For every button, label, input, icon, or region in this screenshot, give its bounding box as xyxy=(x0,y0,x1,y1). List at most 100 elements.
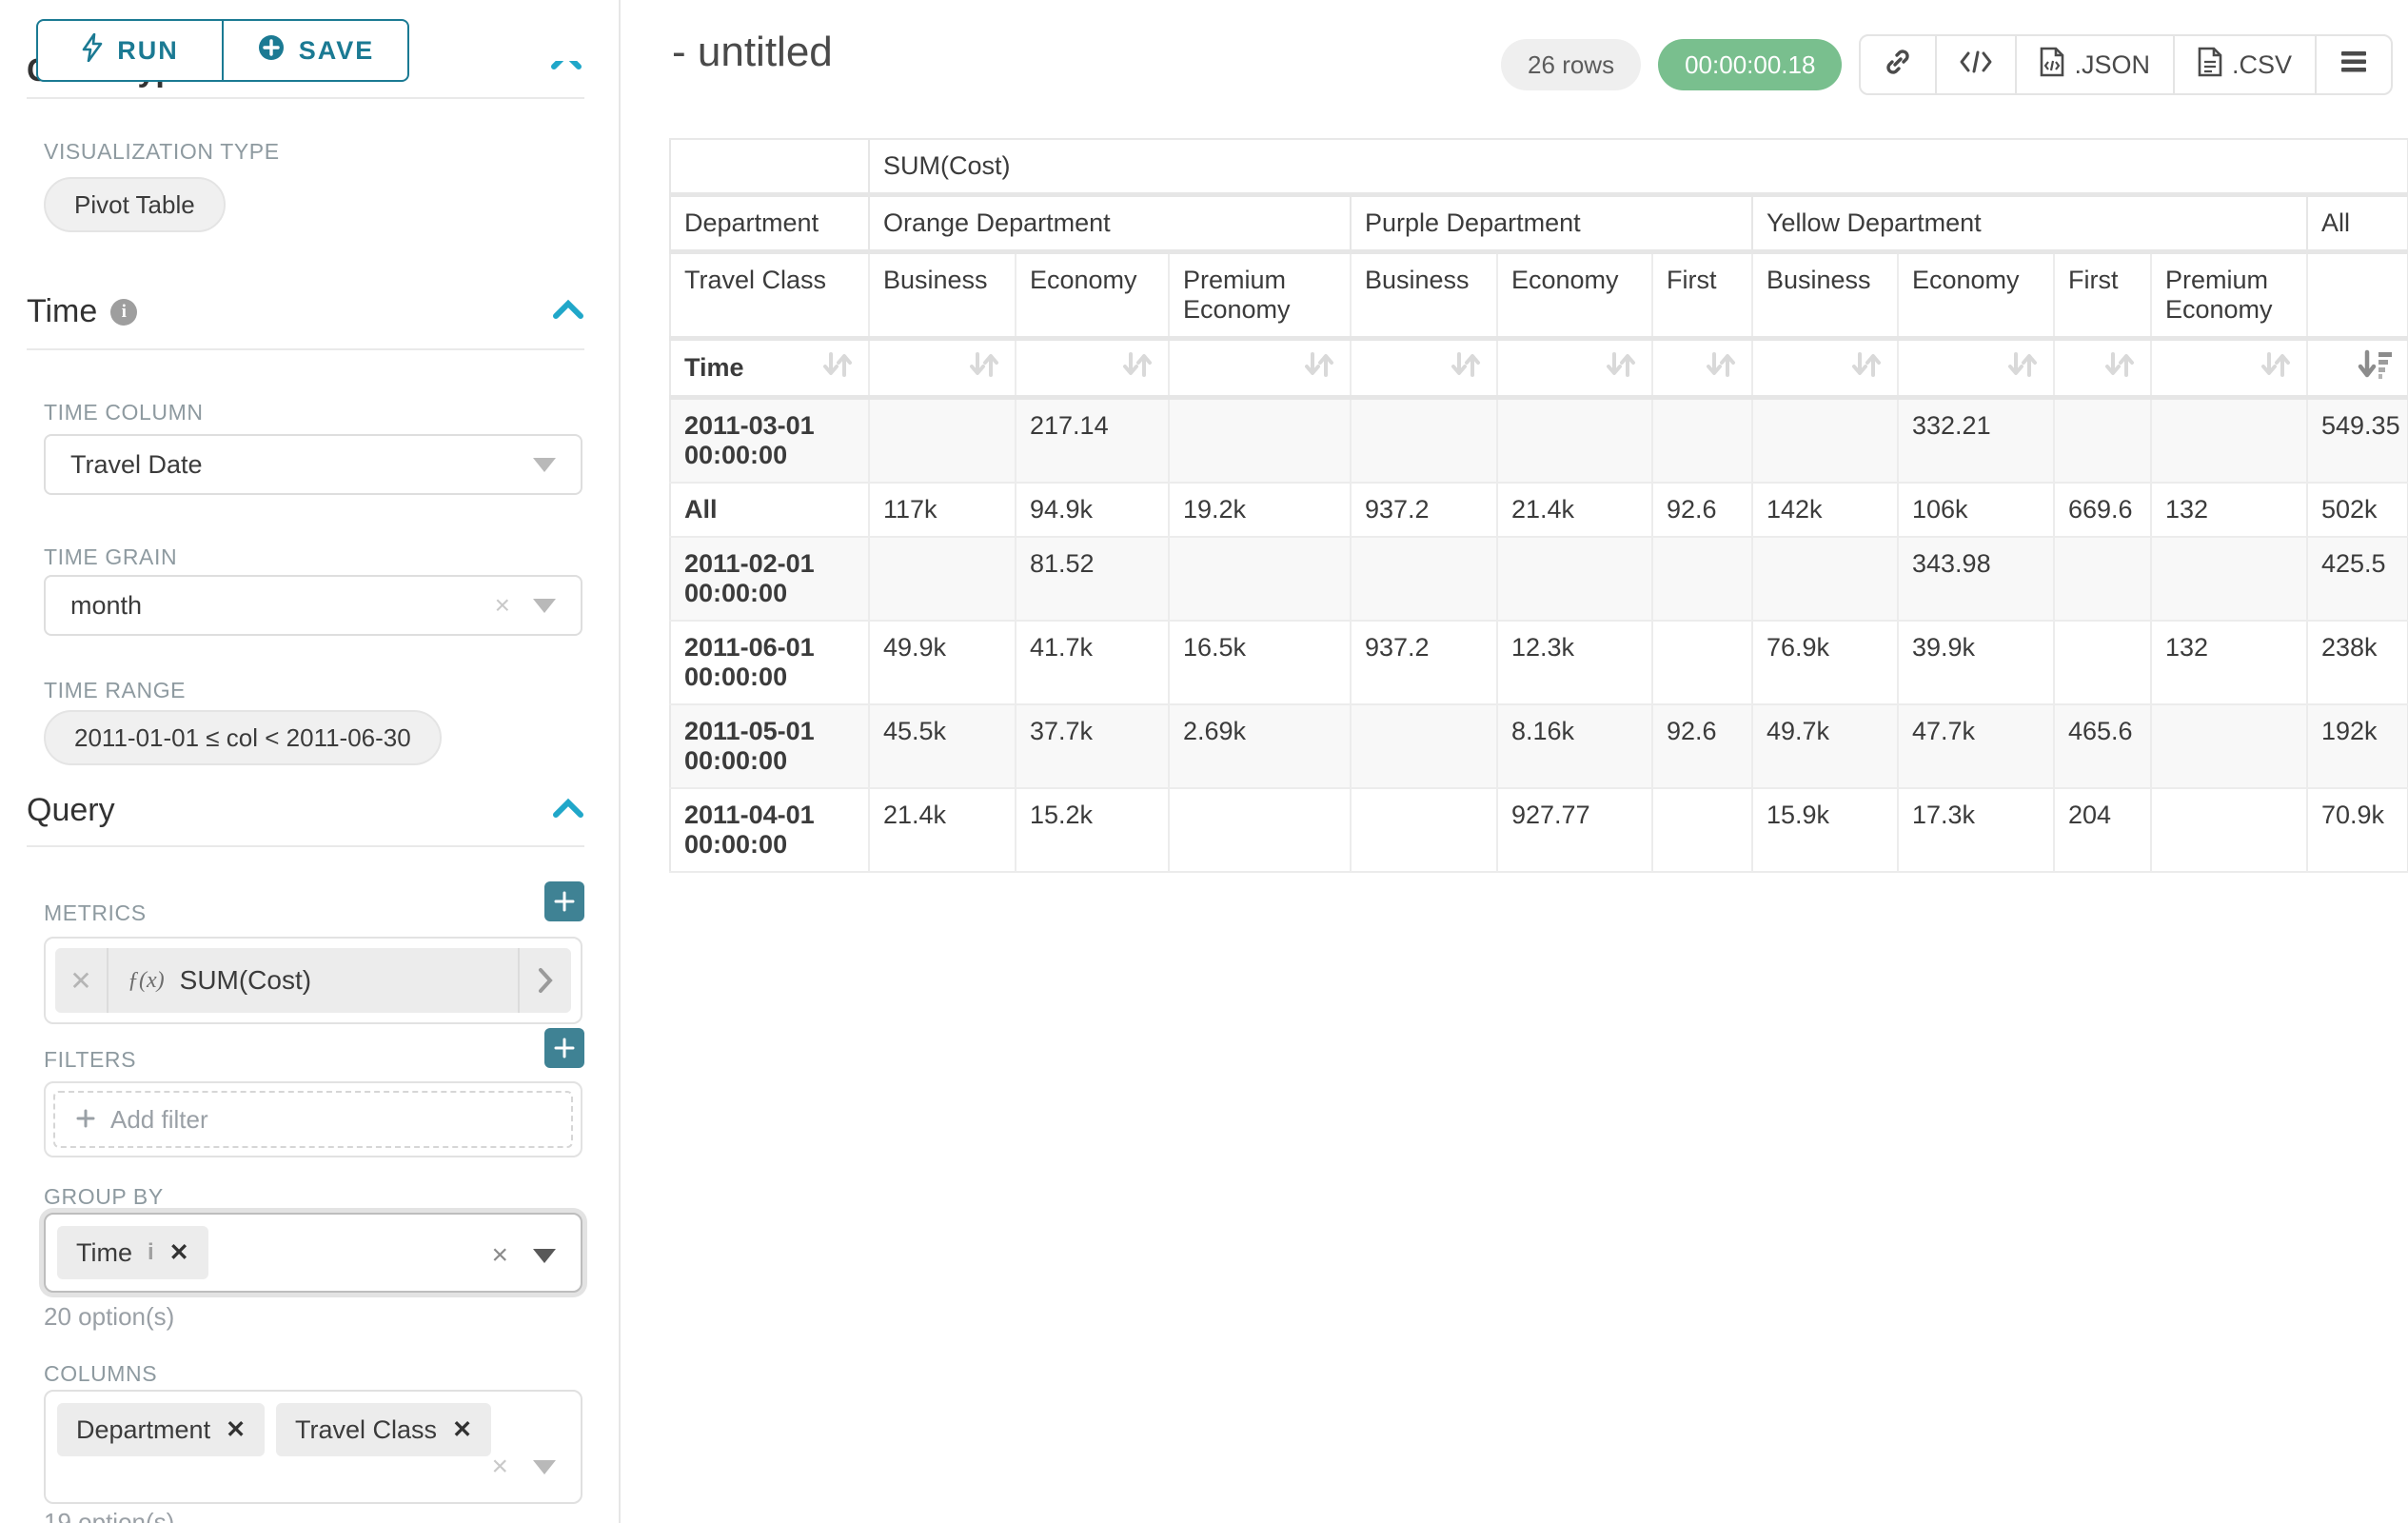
value-cell: 117k xyxy=(868,483,1016,538)
chart-type-collapse-icon[interactable] xyxy=(550,61,582,72)
remove-tag-icon[interactable]: ✕ xyxy=(168,1239,189,1266)
value-cell: 15.2k xyxy=(1015,788,1169,873)
save-button[interactable]: SAVE xyxy=(223,19,409,82)
sort-cell[interactable] xyxy=(2053,338,2151,400)
value-cell: 81.52 xyxy=(1015,537,1169,622)
plus-icon xyxy=(76,1105,95,1135)
group-by-tag-time[interactable]: Time i ✕ xyxy=(57,1226,208,1279)
value-cell xyxy=(1496,397,1652,484)
group-by-options-hint: 20 option(s) xyxy=(44,1302,175,1331)
sort-icon[interactable] xyxy=(1704,348,1738,387)
time-range-value-pill[interactable]: 2011-01-01 ≤ col < 2011-06-30 xyxy=(44,710,442,765)
time-grain-select[interactable]: month × xyxy=(44,575,582,636)
column-group-all: All xyxy=(2305,194,2408,254)
clear-icon[interactable]: × xyxy=(491,1239,508,1271)
column-group-orange-department: Orange Department xyxy=(868,194,1351,254)
sort-cell[interactable] xyxy=(2150,338,2307,400)
value-cell xyxy=(2150,397,2307,484)
time-column-select[interactable]: Travel Date xyxy=(44,434,582,495)
remove-metric-icon[interactable]: ✕ xyxy=(55,948,109,1013)
view-query-button[interactable] xyxy=(1935,36,2015,93)
columns-label: COLUMNS xyxy=(44,1361,158,1386)
sort-icon[interactable] xyxy=(2259,348,2293,387)
export-csv-button[interactable]: .CSV xyxy=(2172,36,2315,93)
value-cell: 37.7k xyxy=(1015,704,1169,789)
clear-icon[interactable]: × xyxy=(494,590,510,620)
metric-header-cell: SUM(Cost) xyxy=(867,138,2408,197)
value-cell: 12.3k xyxy=(1496,621,1652,705)
sort-cell[interactable] xyxy=(1350,338,1497,400)
add-filter-dropzone[interactable]: Add filter xyxy=(53,1091,573,1148)
value-cell: 502k xyxy=(2305,483,2408,538)
travel-class-header: Business xyxy=(1751,251,1898,341)
time-axis-cell[interactable]: Time xyxy=(669,338,869,400)
sort-icon[interactable] xyxy=(1302,348,1336,387)
sort-cell[interactable] xyxy=(1651,338,1752,400)
value-cell: 21.4k xyxy=(1496,483,1652,538)
sort-cell-active[interactable] xyxy=(2305,338,2408,400)
json-file-icon xyxy=(2040,47,2064,84)
sort-icon[interactable] xyxy=(820,348,855,387)
run-button[interactable]: RUN xyxy=(36,19,223,82)
value-cell: 70.9k xyxy=(2305,788,2408,873)
value-cell: 47.7k xyxy=(1897,704,2054,789)
viz-type-label: VISUALIZATION TYPE xyxy=(44,139,280,164)
sort-cell[interactable] xyxy=(1751,338,1898,400)
group-by-select[interactable]: Time i ✕ × xyxy=(44,1213,582,1293)
chevron-down-icon xyxy=(533,1248,556,1263)
sort-icon[interactable] xyxy=(2005,348,2040,387)
value-cell: 669.6 xyxy=(2053,483,2151,538)
value-cell: 8.16k xyxy=(1496,704,1652,789)
metric-pill[interactable]: ✕ ƒ(x) SUM(Cost) xyxy=(55,948,571,1013)
row-header: 2011-02-01 00:00:00 xyxy=(669,537,869,622)
sort-icon[interactable] xyxy=(1120,348,1155,387)
travel-class-header: Economy xyxy=(1015,251,1169,341)
columns-tag-travel-class[interactable]: Travel Class ✕ xyxy=(276,1403,492,1456)
share-link-button[interactable] xyxy=(1861,36,1935,93)
value-cell: 39.9k xyxy=(1897,621,2054,705)
sort-icon[interactable] xyxy=(967,348,1001,387)
query-section-header[interactable]: Query xyxy=(27,792,584,829)
export-json-button[interactable]: .JSON xyxy=(2015,36,2173,93)
sort-cell[interactable] xyxy=(1015,338,1169,400)
time-section-header[interactable]: Time i xyxy=(27,293,584,330)
chevron-up-icon[interactable] xyxy=(552,298,584,326)
csv-file-icon xyxy=(2198,47,2222,84)
column-group-yellow-department: Yellow Department xyxy=(1751,194,2307,254)
sort-cell[interactable] xyxy=(868,338,1016,400)
add-metric-button[interactable] xyxy=(544,881,584,921)
value-cell xyxy=(1350,397,1497,484)
value-cell: 927.77 xyxy=(1496,788,1652,873)
clear-icon[interactable]: × xyxy=(491,1451,508,1482)
chart-title[interactable]: - untitled xyxy=(672,29,833,75)
chevron-right-icon[interactable] xyxy=(518,948,571,1013)
value-cell xyxy=(2150,537,2307,622)
value-cell xyxy=(1168,537,1351,622)
control-panel: Chart Type RUN SAVE xyxy=(0,0,621,1523)
sort-cell[interactable] xyxy=(1897,338,2054,400)
columns-tag-department[interactable]: Department ✕ xyxy=(57,1403,266,1456)
code-icon xyxy=(1960,49,1992,81)
columns-select[interactable]: Department ✕ Travel Class ✕ × xyxy=(44,1390,582,1504)
viz-type-value-pill[interactable]: Pivot Table xyxy=(44,177,226,232)
chevron-up-icon[interactable] xyxy=(552,797,584,824)
value-cell: 45.5k xyxy=(868,704,1016,789)
sort-descending-icon[interactable] xyxy=(2358,348,2394,387)
travel-class-header: Premium Economy xyxy=(2150,251,2307,341)
sort-icon[interactable] xyxy=(1849,348,1884,387)
table-row: 2011-02-01 00:00:00 81.52 343.98 425.5 xyxy=(669,537,2408,622)
run-button-label: RUN xyxy=(117,35,179,65)
sort-icon[interactable] xyxy=(1604,348,1638,387)
add-filter-plus-button[interactable] xyxy=(544,1028,584,1068)
sort-cell[interactable] xyxy=(1168,338,1351,400)
value-cell xyxy=(1651,788,1752,873)
sort-icon[interactable] xyxy=(2102,348,2137,387)
remove-tag-icon[interactable]: ✕ xyxy=(452,1416,473,1443)
sort-cell[interactable] xyxy=(1496,338,1652,400)
time-grain-value: month xyxy=(70,590,143,620)
travel-class-header: Economy xyxy=(1496,251,1652,341)
menu-button[interactable] xyxy=(2315,36,2391,93)
remove-tag-icon[interactable]: ✕ xyxy=(226,1416,247,1443)
filters-control: Add filter xyxy=(44,1081,582,1157)
sort-icon[interactable] xyxy=(1449,348,1483,387)
